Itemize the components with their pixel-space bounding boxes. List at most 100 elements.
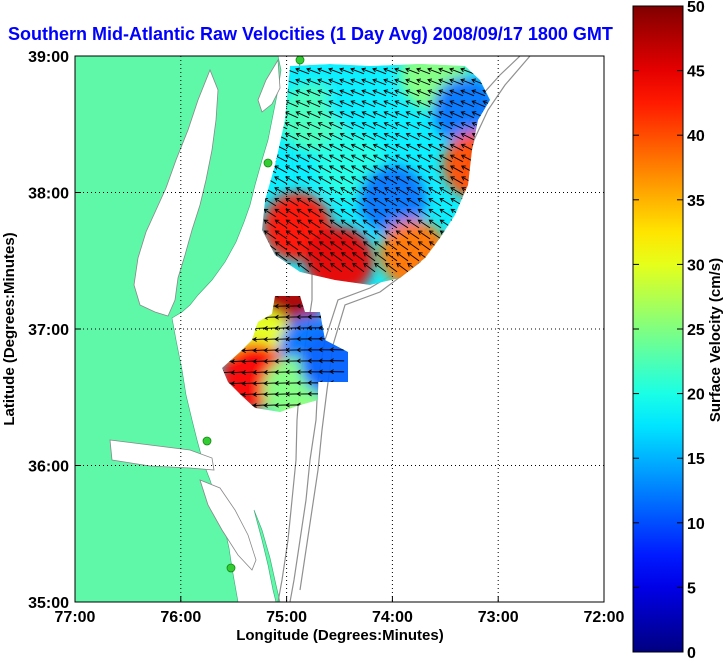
velocity-arrowhead	[328, 121, 334, 127]
velocity-arrowhead	[307, 219, 313, 224]
velocity-arrow	[329, 154, 343, 163]
velocity-arrow	[429, 219, 442, 229]
velocity-arrow	[438, 79, 453, 86]
velocity-arrowhead	[340, 208, 346, 214]
velocity-arrowhead	[439, 219, 445, 224]
velocity-arrow	[418, 241, 431, 251]
velocity-arrowhead	[274, 369, 279, 375]
velocity-arrow	[296, 165, 310, 174]
velocity-arrow	[361, 90, 376, 97]
velocity-arrowhead	[296, 336, 301, 342]
velocity-arrow	[308, 263, 321, 273]
velocity-arrowhead	[439, 208, 445, 214]
velocity-arrowhead	[416, 111, 422, 116]
velocity-arrowhead	[416, 154, 422, 159]
y-tick-label: 38:00	[28, 186, 69, 203]
velocity-arrowhead	[241, 348, 246, 353]
velocity-arrowhead	[274, 380, 279, 386]
y-tick-label: 35:00	[28, 595, 69, 612]
colorbar-ticks: 0 5 10 15 20 25 30 35 40 45 50	[633, 0, 705, 659]
velocity-arrowhead	[374, 262, 379, 268]
velocity-arrowhead	[373, 230, 379, 235]
velocity-arrowhead	[230, 370, 235, 376]
velocity-arrowhead	[427, 67, 432, 73]
velocity-arrow	[329, 133, 343, 141]
velocity-arrowhead	[306, 132, 312, 138]
velocity-arrow	[372, 79, 387, 86]
velocity-arrowhead	[274, 176, 279, 181]
velocity-arrowhead	[482, 100, 488, 105]
velocity-arrow	[362, 122, 376, 130]
velocity-arrowhead	[340, 176, 345, 181]
velocity-arrowhead	[449, 89, 455, 94]
velocity-arrowhead	[450, 198, 456, 203]
velocity-arrow	[362, 144, 376, 152]
velocity-arrow	[439, 187, 453, 196]
velocity-arrow	[395, 176, 409, 185]
velocity-arrow	[396, 230, 409, 240]
velocity-arrowhead	[449, 154, 455, 159]
velocity-arrow	[385, 252, 398, 262]
velocity-arrow	[439, 133, 453, 141]
velocity-arrow	[351, 176, 365, 185]
velocity-arrow	[450, 144, 464, 152]
velocity-arrowhead	[318, 219, 324, 224]
velocity-arrowhead	[306, 121, 312, 127]
velocity-arrow	[373, 187, 387, 196]
velocity-arrow	[351, 111, 365, 119]
colorbar-tick-label: 0	[687, 645, 696, 659]
velocity-arrow	[296, 111, 310, 119]
velocity-arrow	[264, 230, 277, 240]
velocity-arrow	[340, 154, 354, 163]
colorbar-tick-label: 30	[687, 257, 705, 274]
velocity-arrow	[318, 111, 332, 119]
velocity-arrow	[296, 144, 310, 152]
velocity-arrowhead	[383, 89, 389, 94]
velocity-arrow	[417, 144, 431, 152]
velocity-arrowhead	[263, 325, 268, 331]
velocity-arrowhead	[373, 187, 378, 192]
velocity-arrowhead	[460, 154, 466, 159]
velocity-arrow	[296, 122, 310, 130]
velocity-arrow	[439, 122, 453, 130]
velocity-arrowhead	[406, 219, 412, 224]
velocity-arrowhead	[384, 187, 389, 192]
velocity-arrow	[427, 90, 442, 97]
velocity-arrow	[427, 68, 442, 75]
velocity-arrowhead	[428, 241, 434, 246]
velocity-arrow	[428, 154, 442, 163]
velocity-arrowhead	[307, 198, 313, 203]
velocity-arrowhead	[295, 78, 301, 84]
velocity-arrow	[297, 219, 310, 229]
velocity-arrowhead	[471, 89, 477, 94]
velocity-arrowhead	[416, 132, 422, 138]
velocity-arrowhead	[384, 219, 390, 224]
velocity-arrowhead	[340, 230, 346, 235]
velocity-arrowhead	[285, 208, 291, 214]
velocity-arrowhead	[438, 165, 444, 170]
velocity-arrowhead	[328, 165, 334, 170]
velocity-arrowhead	[471, 132, 477, 138]
radar-station	[263, 158, 273, 168]
velocity-arrowhead	[350, 154, 356, 159]
velocity-arrow	[395, 154, 409, 163]
velocity-arrowhead	[372, 67, 377, 73]
velocity-arrowhead	[263, 208, 269, 214]
velocity-arrowhead	[274, 314, 279, 320]
velocity-arrowhead	[339, 154, 345, 159]
velocity-arrow	[394, 68, 409, 75]
velocity-arrow	[416, 90, 431, 97]
velocity-arrow	[286, 219, 299, 229]
velocity-arrowhead	[317, 111, 323, 116]
velocity-arrow	[307, 176, 321, 185]
velocity-arrowhead	[339, 111, 345, 116]
velocity-arrowhead	[460, 143, 466, 149]
velocity-arrowhead	[318, 208, 324, 214]
velocity-arrow	[461, 133, 475, 141]
velocity-arrow	[407, 219, 420, 229]
velocity-arrow	[340, 208, 354, 218]
velocity-arrowhead	[394, 111, 400, 116]
velocity-arrow	[396, 241, 409, 251]
velocity-arrowhead	[285, 391, 290, 397]
velocity-arrow	[428, 198, 442, 207]
